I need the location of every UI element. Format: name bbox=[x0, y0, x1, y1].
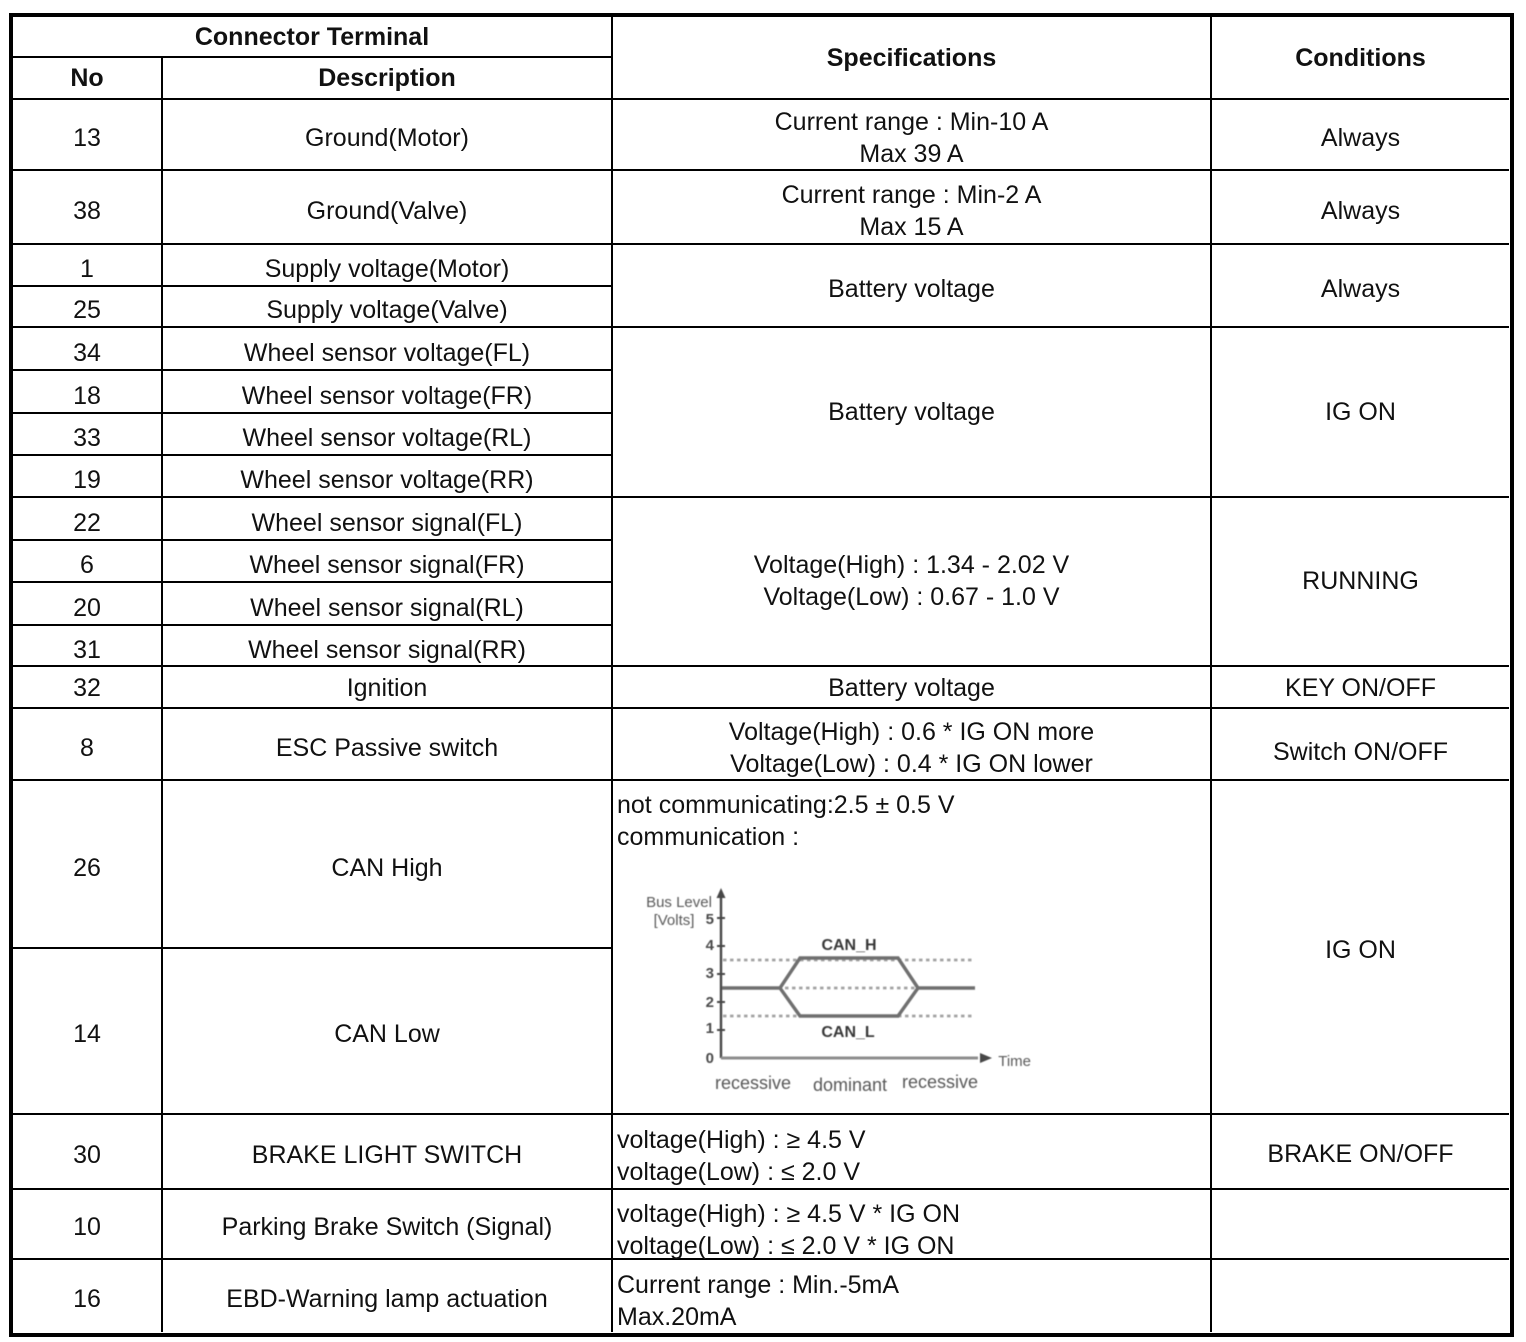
svg-text:2: 2 bbox=[706, 994, 714, 1011]
svg-text:3: 3 bbox=[706, 965, 714, 982]
svg-text:5: 5 bbox=[706, 911, 714, 928]
svg-text:dominant: dominant bbox=[813, 1075, 887, 1095]
svg-text:1: 1 bbox=[706, 1020, 714, 1037]
svg-text:CAN_H: CAN_H bbox=[821, 937, 876, 954]
svg-text:CAN_L: CAN_L bbox=[821, 1024, 875, 1041]
svg-text:[Volts]: [Volts] bbox=[654, 912, 695, 929]
svg-text:recessive: recessive bbox=[715, 1073, 791, 1093]
svg-text:0: 0 bbox=[706, 1050, 714, 1067]
svg-text:Time: Time bbox=[998, 1053, 1031, 1070]
svg-text:recessive: recessive bbox=[902, 1072, 978, 1092]
svg-text:Bus Level: Bus Level bbox=[646, 894, 712, 911]
svg-text:4: 4 bbox=[706, 937, 715, 954]
